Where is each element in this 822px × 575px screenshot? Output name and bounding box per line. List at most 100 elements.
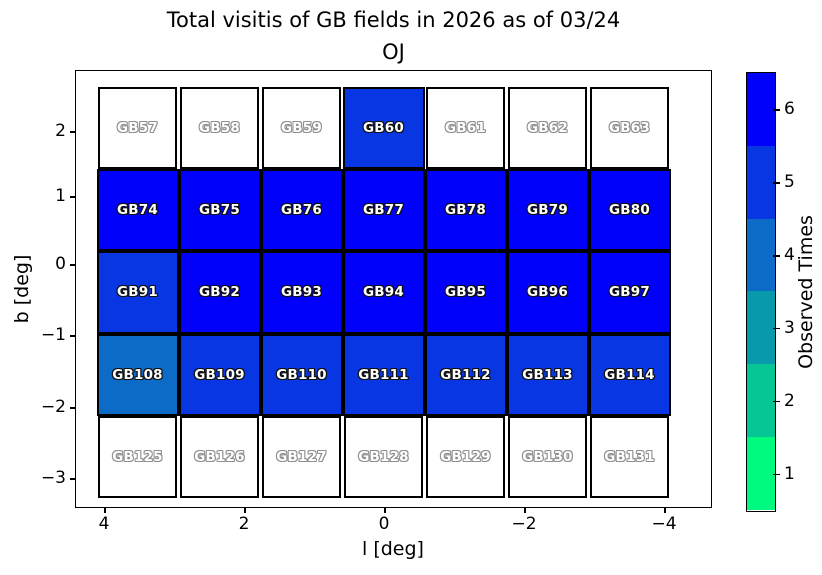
field-label: GB95 [445, 284, 486, 301]
field-label: GB91 [117, 284, 158, 301]
colorbar-tick-mark [773, 255, 780, 257]
colorbar-tick-mark [773, 327, 780, 330]
x-tick-label: 0 [378, 514, 390, 534]
field-cell-gb59: GB59 [262, 87, 341, 170]
x-tick-label: −2 [511, 514, 537, 534]
field-label: GB112 [440, 366, 491, 383]
field-cell-gb108: GB108 [96, 333, 179, 416]
x-tick-label: 2 [238, 514, 250, 534]
field-label: GB79 [527, 202, 568, 219]
field-cell-gb111: GB111 [342, 333, 425, 416]
colorbar-segment [747, 73, 775, 146]
colorbar-tick-mark [773, 473, 780, 476]
field-cell-gb126: GB126 [180, 415, 259, 498]
y-axis-label: b [deg] [11, 254, 33, 324]
x-tick-label: 4 [98, 514, 110, 534]
field-label: GB109 [194, 366, 245, 383]
field-cell-gb95: GB95 [424, 251, 507, 334]
x-tick-mark [104, 507, 106, 513]
colorbar-label: Observed Times [795, 215, 817, 369]
field-cell-gb78: GB78 [424, 169, 507, 252]
colorbar-segment [747, 437, 775, 510]
field-cell-gb60: GB60 [342, 87, 425, 170]
field-label: GB94 [363, 284, 404, 301]
field-cell-gb130: GB130 [508, 415, 587, 498]
field-cell-gb92: GB92 [178, 251, 261, 334]
colorbar-tick-label: 5 [784, 172, 795, 193]
field-label: GB130 [522, 448, 573, 465]
field-label: GB114 [604, 366, 655, 383]
y-tick-label: −1 [40, 325, 66, 345]
field-label: GB75 [199, 202, 240, 219]
colorbar-tick-mark [773, 109, 780, 111]
y-tick-mark [70, 335, 76, 337]
field-label: GB63 [609, 120, 650, 137]
field-cell-gb128: GB128 [344, 415, 423, 498]
colorbar: 6 5 4 3 2 1 [746, 72, 795, 512]
y-tick-mark [70, 478, 76, 480]
plot-area: GB57 GB58 GB59 GB60 GB61 GB62 GB63 GB74 GB75 GB76… [41, 70, 712, 534]
colorbar-tick-label: 1 [784, 463, 795, 484]
x-tick-mark [524, 507, 526, 513]
field-cell-gb114: GB114 [588, 333, 671, 416]
field-label: GB126 [194, 448, 245, 465]
y-tick-label: 1 [55, 186, 66, 206]
field-cell-gb57: GB57 [98, 87, 177, 170]
colorbar-segment [747, 218, 775, 292]
chart-title: Total visitis of GB fields in 2026 as of… [75, 5, 712, 68]
field-cell-gb109: GB109 [178, 333, 261, 416]
field-label: GB129 [440, 448, 491, 465]
field-cell-gb77: GB77 [342, 169, 425, 252]
field-label: GB78 [445, 202, 486, 219]
field-cell-gb58: GB58 [180, 87, 259, 170]
field-cell-gb62: GB62 [508, 87, 587, 170]
field-label: GB110 [276, 366, 327, 383]
field-label: GB74 [117, 202, 158, 219]
x-tick-mark [244, 507, 246, 513]
y-tick-label: 2 [55, 121, 66, 141]
colorbar-tick-label: 2 [784, 390, 795, 411]
colorbar-tick-mark [773, 182, 780, 184]
colorbar-tick-label: 6 [784, 99, 795, 120]
field-cell-gb63: GB63 [590, 87, 669, 170]
field-cell-gb113: GB113 [506, 333, 589, 416]
field-cell-gb79: GB79 [506, 169, 589, 252]
field-cell-gb61: GB61 [426, 87, 505, 170]
field-label: GB131 [604, 448, 655, 465]
field-label: GB76 [281, 202, 322, 219]
field-label: GB57 [117, 120, 158, 137]
field-cell-gb110: GB110 [260, 333, 343, 416]
field-grid: GB57 GB58 GB59 GB60 GB61 GB62 GB63 GB74 GB75 GB76… [96, 87, 671, 498]
field-cell-gb131: GB131 [590, 415, 669, 498]
colorbar-tick-label: 4 [784, 245, 795, 266]
field-cell-gb112: GB112 [424, 333, 507, 416]
chart-title-line1: Total visitis of GB fields in 2026 as of… [166, 8, 621, 32]
field-label: GB97 [609, 284, 650, 301]
field-label: GB113 [522, 366, 573, 383]
field-cell-gb76: GB76 [260, 169, 343, 252]
colorbar-tick-label: 3 [784, 317, 795, 338]
field-cell-gb80: GB80 [588, 169, 671, 252]
colorbar-segment [747, 145, 775, 219]
field-cell-gb94: GB94 [342, 251, 425, 334]
field-label: GB125 [112, 448, 163, 465]
colorbar-tick-mark [773, 400, 780, 403]
x-tick-mark [664, 507, 666, 513]
field-label: GB127 [276, 448, 327, 465]
field-label: GB80 [609, 202, 650, 219]
field-label: GB77 [363, 202, 404, 219]
y-tick-label: 0 [55, 254, 66, 274]
x-tick-mark [384, 507, 386, 513]
y-tick-label: −3 [40, 468, 66, 488]
y-tick-mark [70, 407, 76, 409]
field-label: GB96 [527, 284, 568, 301]
field-cell-gb97: GB97 [588, 251, 671, 334]
field-cell-gb74: GB74 [96, 169, 179, 252]
field-label: GB128 [358, 448, 409, 465]
field-label: GB58 [199, 120, 240, 137]
field-label: GB111 [358, 366, 409, 383]
field-label: GB61 [445, 120, 486, 137]
field-cell-gb125: GB125 [98, 415, 177, 498]
field-label: GB62 [527, 120, 568, 137]
